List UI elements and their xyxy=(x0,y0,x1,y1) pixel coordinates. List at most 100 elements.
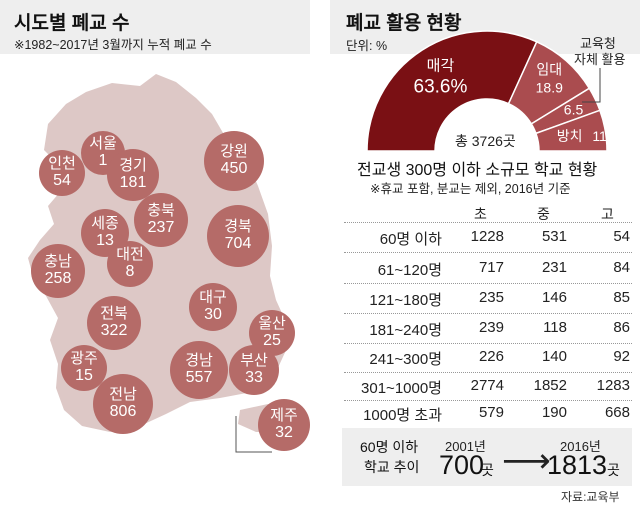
region-bubble-ulsan: 울산 25 xyxy=(249,310,295,356)
region-name: 서울 xyxy=(89,134,117,152)
callout-leader-line xyxy=(582,68,601,103)
region-bubble-daejeon: 대전 8 xyxy=(107,241,153,287)
table-row: 61~120명 717 231 84 xyxy=(344,255,632,282)
trend-label-line1: 60명 이하 xyxy=(360,439,419,455)
region-name: 제주 xyxy=(270,406,298,424)
usage-title: 폐교 활용 현황 xyxy=(346,13,462,34)
region-value: 1 xyxy=(98,152,108,170)
region-value: 32 xyxy=(275,424,293,442)
cell-high: 92 xyxy=(613,348,630,365)
region-bubble-incheon: 인천 54 xyxy=(39,150,85,196)
cell-elementary: 1228 xyxy=(470,228,504,245)
pie-slice-value: 11 xyxy=(592,128,607,144)
cell-high: 84 xyxy=(613,259,630,276)
table-title: 전교생 300명 이하 소규모 학교 현황 xyxy=(357,162,598,179)
pie-slice-value: 6.5 xyxy=(564,101,584,117)
column-header-high: 고 xyxy=(601,206,614,222)
region-name: 대전 xyxy=(116,245,144,263)
cell-high: 668 xyxy=(604,404,630,421)
pie-slice-neglected xyxy=(534,109,608,152)
column-header-middle: 중 xyxy=(537,206,550,222)
table-row: 60명 이하 1228 531 54 xyxy=(344,224,632,251)
column-header-elementary: 초 xyxy=(474,206,487,222)
jeju-inset-frame xyxy=(235,416,272,453)
region-bubble-jeonbuk: 전북 322 xyxy=(87,296,141,350)
cell-elementary: 235 xyxy=(478,289,504,306)
cell-middle: 190 xyxy=(541,404,567,421)
region-name: 충북 xyxy=(147,201,175,219)
region-name: 경기 xyxy=(119,156,147,174)
region-bubble-gyeongnam: 경남 557 xyxy=(170,341,228,399)
callout-label-line1: 교육청 xyxy=(580,36,616,51)
trend-label-line2: 학교 추이 xyxy=(364,459,420,475)
region-name: 대구 xyxy=(199,288,227,306)
cell-high: 1283 xyxy=(596,377,630,394)
trend-unit-from: 곳 xyxy=(481,462,494,478)
region-bubble-jeonnam: 전남 806 xyxy=(93,374,153,434)
row-label: 121~180명 xyxy=(369,292,442,309)
row-label: 301~1000명 xyxy=(361,380,442,397)
pie-slice-name: 임대 xyxy=(536,62,562,78)
table-row: 301~1000명 2774 1852 1283 xyxy=(344,373,632,400)
trend-box xyxy=(342,428,632,486)
pie-slice-sale xyxy=(366,30,538,152)
table-row: 1000명 초과 579 190 668 xyxy=(344,400,632,427)
region-value: 25 xyxy=(263,332,281,350)
table-divider xyxy=(344,252,632,253)
row-label: 1000명 초과 xyxy=(363,407,442,424)
region-name: 강원 xyxy=(220,142,248,160)
cell-middle: 146 xyxy=(541,289,567,306)
region-value: 15 xyxy=(75,367,93,385)
table-divider xyxy=(344,400,632,401)
table-row: 241~300명 226 140 92 xyxy=(344,344,632,371)
region-value: 13 xyxy=(96,232,114,250)
table-note: ※휴교 포함, 분교는 제외, 2016년 기준 xyxy=(370,182,571,196)
row-label: 181~240명 xyxy=(369,322,442,339)
region-name: 부산 xyxy=(240,351,268,369)
pie-slice-name: 방치 xyxy=(557,128,583,144)
cell-high: 54 xyxy=(613,228,630,245)
cell-middle: 531 xyxy=(541,228,567,245)
cell-elementary: 2774 xyxy=(470,377,504,394)
table-divider xyxy=(344,313,632,314)
region-value: 258 xyxy=(44,270,72,288)
region-name: 광주 xyxy=(70,349,98,367)
region-name: 경남 xyxy=(185,351,213,369)
cell-middle: 118 xyxy=(543,319,567,336)
pie-slice-value: 63.6% xyxy=(414,77,468,98)
pie-slice-name: 매각 xyxy=(427,58,455,75)
region-name: 전북 xyxy=(100,304,128,322)
region-bubble-chungnam: 충남 258 xyxy=(31,244,85,298)
donut-center-label: 총 3726곳 xyxy=(455,133,516,149)
region-name: 경북 xyxy=(224,217,252,235)
row-label: 61~120명 xyxy=(377,262,442,279)
source-label: 자료:교육부 xyxy=(561,490,620,504)
pie-slice-value: 18.9 xyxy=(536,80,563,96)
table-row: 121~180명 235 146 85 xyxy=(344,285,632,312)
region-value: 704 xyxy=(224,235,252,253)
cell-middle: 1852 xyxy=(533,377,567,394)
region-value: 557 xyxy=(185,369,213,387)
region-name: 인천 xyxy=(48,154,76,172)
region-value: 181 xyxy=(119,174,147,192)
cell-elementary: 226 xyxy=(478,348,504,365)
cell-middle: 231 xyxy=(541,259,567,276)
region-name: 충남 xyxy=(44,252,72,270)
trend-value-to: 1813 xyxy=(547,450,608,480)
region-value: 8 xyxy=(125,263,135,281)
region-bubble-gyeonggi: 경기 181 xyxy=(107,149,159,201)
cell-elementary: 717 xyxy=(478,259,504,276)
region-bubble-chungbuk: 충북 237 xyxy=(134,193,188,247)
region-bubble-daegu: 대구 30 xyxy=(189,283,237,331)
region-name: 울산 xyxy=(258,314,286,332)
map-title: 시도별 폐교 수 xyxy=(14,13,130,34)
map-subtitle: ※1982~2017년 3월까지 누적 폐교 수 xyxy=(14,38,212,52)
region-value: 30 xyxy=(204,306,222,324)
region-value: 450 xyxy=(220,160,248,178)
cell-middle: 140 xyxy=(541,348,567,365)
table-divider xyxy=(344,283,632,284)
row-label: 60명 이하 xyxy=(379,231,442,248)
region-bubble-busan: 부산 33 xyxy=(229,345,279,395)
region-value: 806 xyxy=(109,403,137,421)
